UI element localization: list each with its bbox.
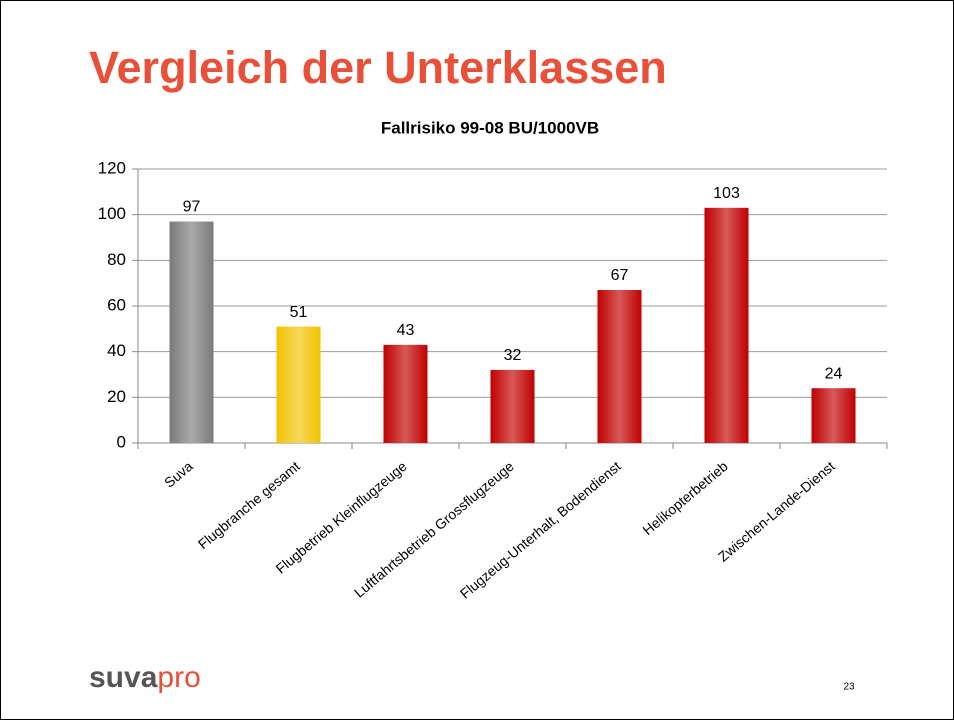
value-label: 32	[504, 347, 522, 364]
x-tick-label: Helikopterbetrieb	[639, 458, 731, 538]
value-label: 24	[825, 365, 843, 382]
y-tick-label: 120	[98, 158, 126, 177]
bar	[383, 344, 428, 443]
chart-title: Fallrisiko 99-08 BU/1000VB	[381, 118, 599, 137]
logo: suvapro	[89, 661, 201, 694]
y-tick-label: 80	[107, 250, 126, 269]
logo-suva: suva	[89, 661, 158, 694]
value-label: 97	[183, 199, 201, 216]
page-number: 23	[843, 682, 855, 693]
y-tick-label: 20	[107, 387, 126, 406]
x-tick-label: Flugbranche gesamt	[195, 458, 303, 552]
bar	[597, 290, 642, 443]
y-tick-label: 40	[107, 341, 126, 360]
bar	[276, 326, 321, 443]
bar	[169, 221, 214, 443]
value-label: 43	[397, 322, 415, 339]
bar	[490, 369, 535, 443]
y-tick-label: 100	[98, 204, 126, 223]
x-tick-label: Zwischen-Lande-Dienst	[715, 458, 838, 565]
y-tick-label: 60	[107, 295, 126, 314]
x-tick-label: Suva	[161, 458, 196, 491]
bar	[704, 207, 749, 443]
bar	[811, 388, 856, 443]
value-label: 67	[611, 267, 629, 284]
value-label: 103	[713, 185, 740, 202]
value-label: 51	[290, 304, 308, 321]
logo-pro: pro	[157, 661, 200, 694]
slide-title: Vergleich der Unterklassen	[89, 42, 667, 93]
y-tick-label: 0	[117, 432, 126, 451]
